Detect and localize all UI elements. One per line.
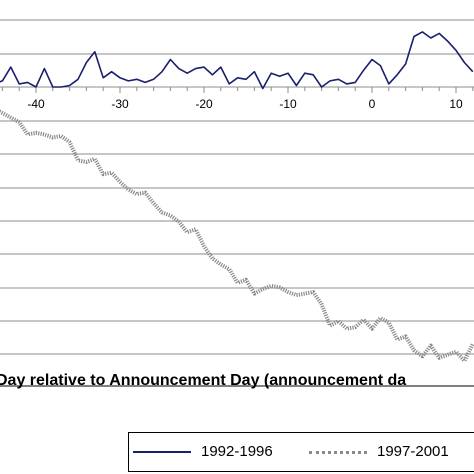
x-tick-label-5: 10: [449, 97, 463, 111]
legend-swatch-series-1: [133, 451, 191, 453]
x-tick-label-2: -20: [195, 97, 213, 111]
x-axis-label: Day relative to Announcement Day (announ…: [0, 372, 407, 389]
x-tick-label-1: -30: [111, 97, 129, 111]
series-lines: [0, 31, 474, 363]
legend: 1992-1996 1997-2001: [128, 432, 474, 472]
series-line-2: [0, 109, 474, 363]
legend-label-series-2: 1997-2001: [377, 443, 449, 460]
gridlines: [0, 19, 474, 355]
x-tick-label-0: -40: [27, 97, 45, 111]
legend-label-series-1: 1992-1996: [201, 443, 273, 460]
x-axis: [0, 86, 474, 387]
x-tick-label-3: -10: [279, 97, 297, 111]
series-line-1: [0, 31, 474, 90]
x-tick-label-4: 0: [369, 97, 376, 111]
legend-swatch-series-2: [309, 451, 367, 454]
x-tick-labels: -40 -30 -20 -10 0 10: [27, 97, 463, 111]
